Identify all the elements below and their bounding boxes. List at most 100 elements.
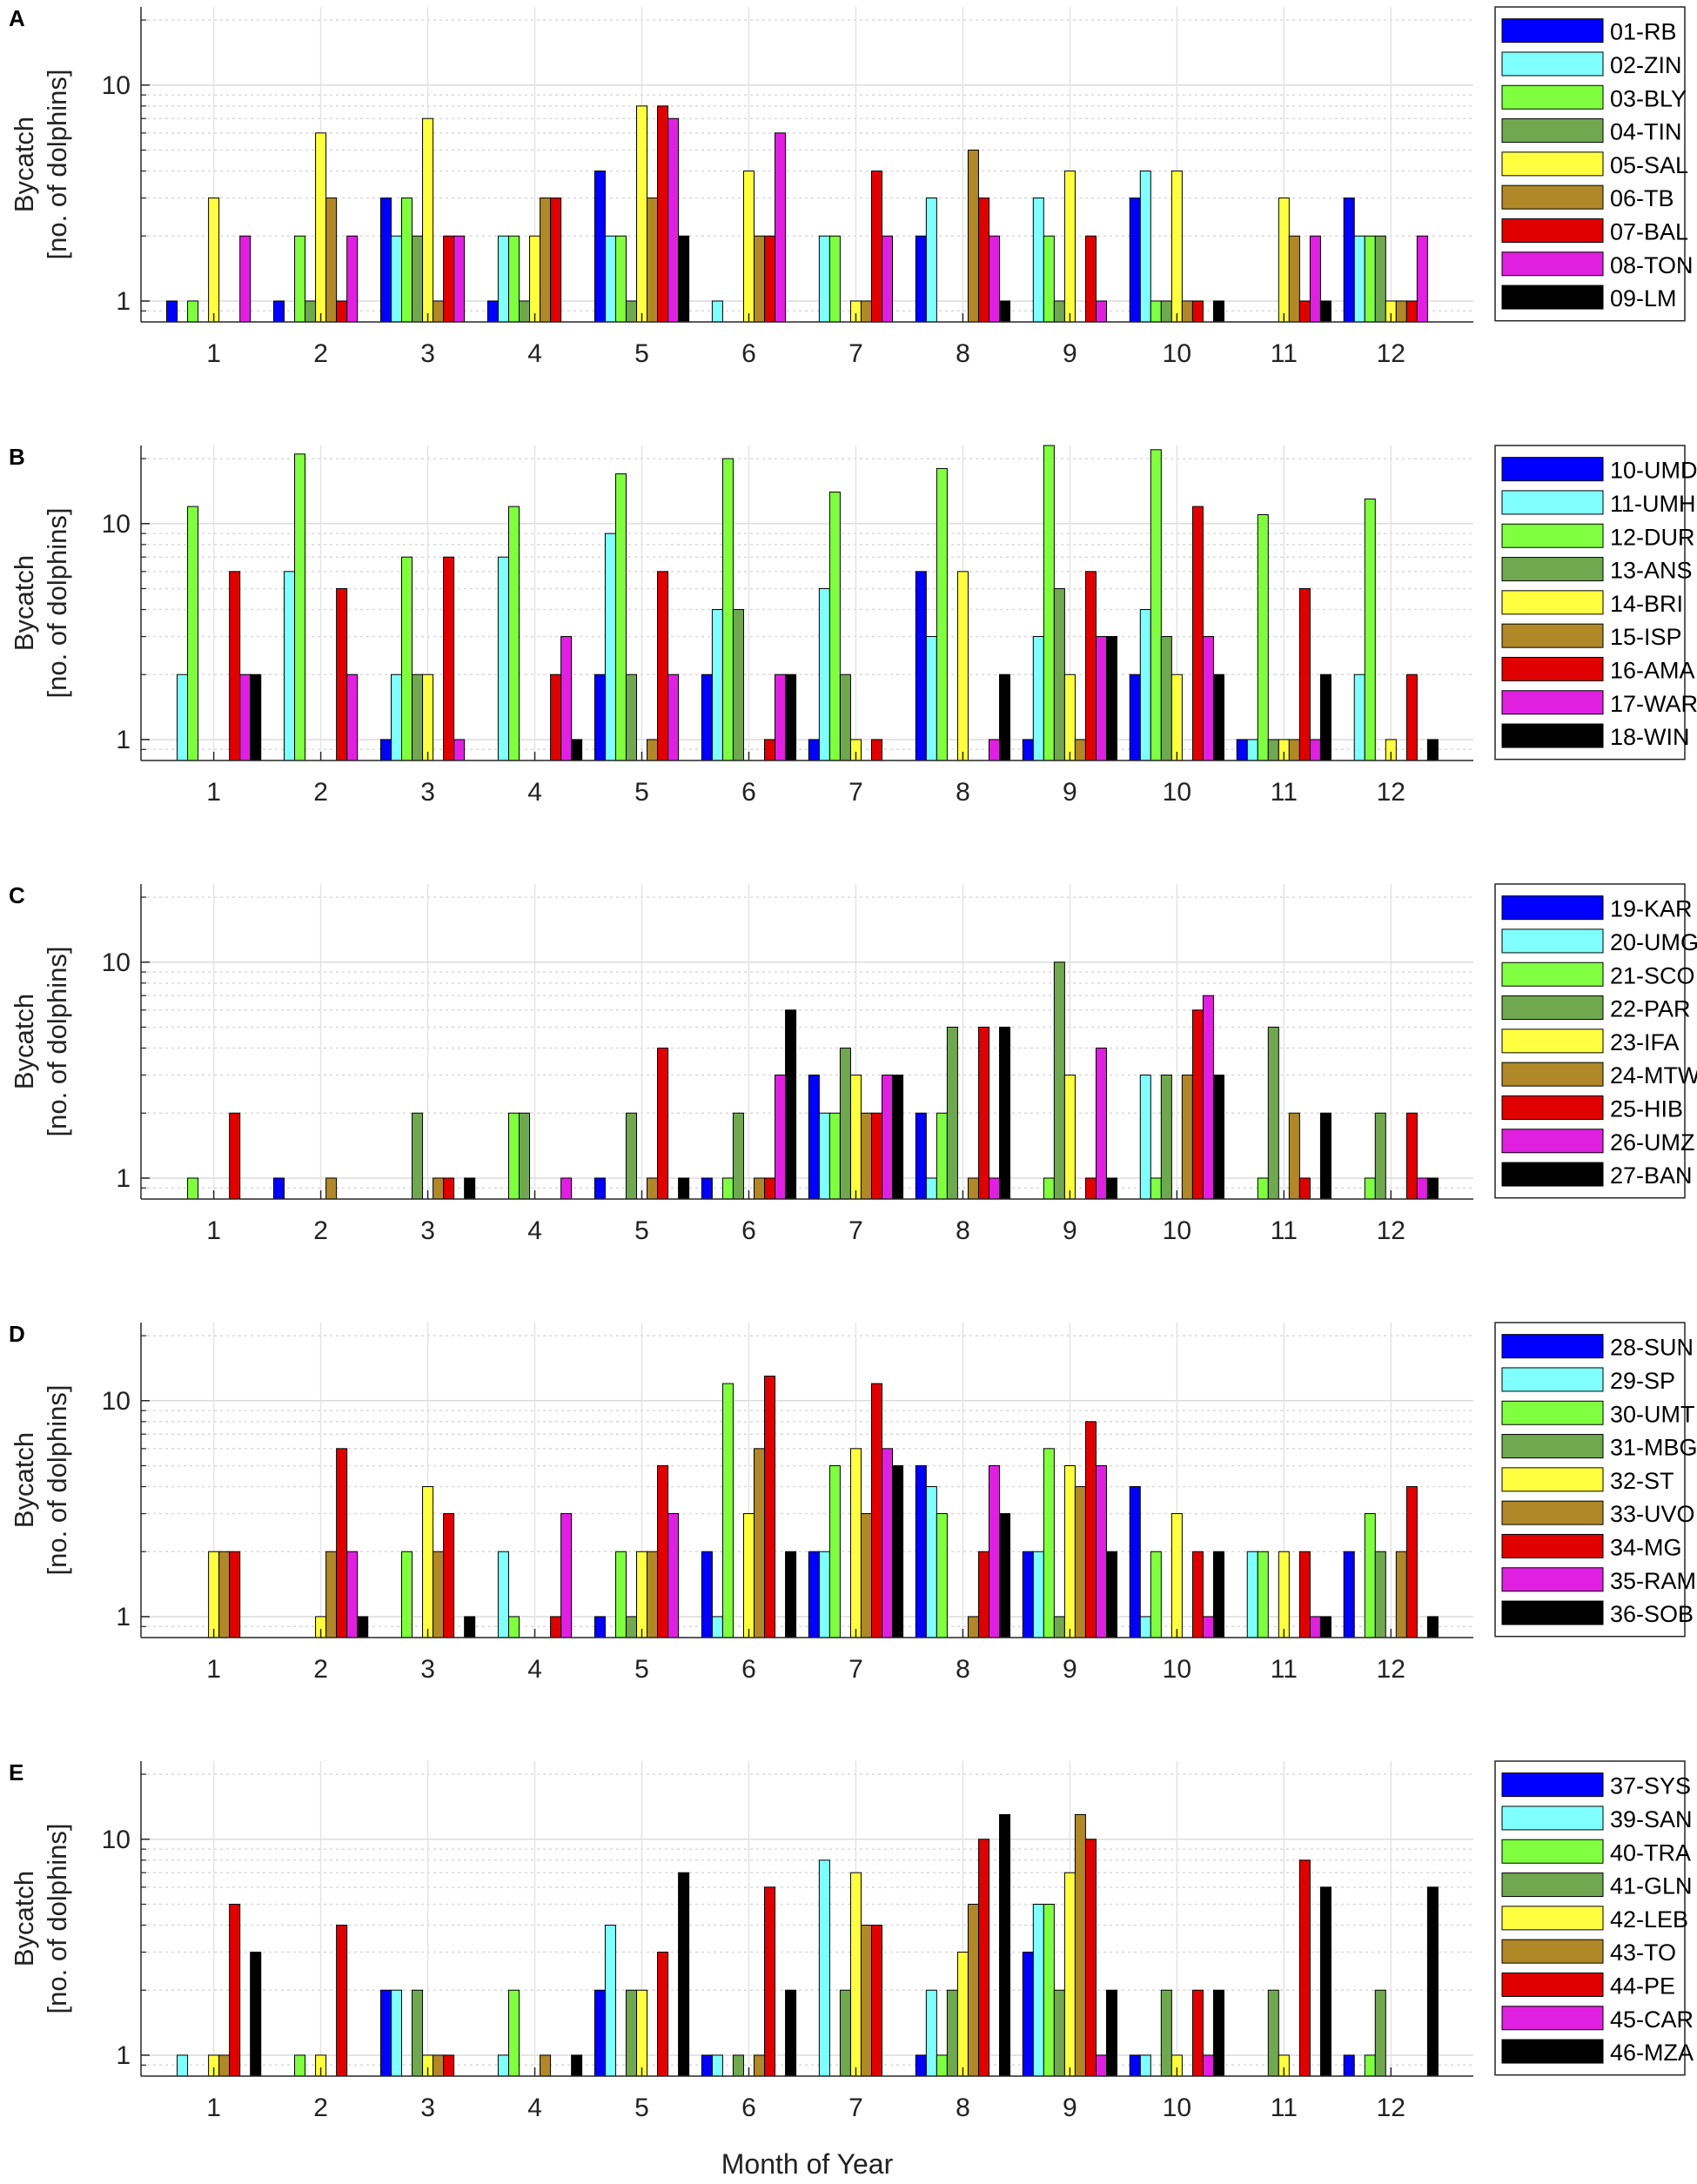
x-tick-label: 7 [848, 1216, 863, 1245]
bar-36-SOB-month-2 [357, 1616, 369, 1638]
legend-swatch [1501, 1600, 1604, 1625]
bar-10-UMD-month-10 [1129, 673, 1141, 761]
bar-28-SUN-month-8 [915, 1464, 927, 1638]
bar-25-HIB-month-8 [977, 1026, 989, 1200]
legend-label: 17-WAR [1610, 691, 1697, 717]
bar-14-BRI-month-3 [422, 673, 434, 761]
y-axis-label-line1: Bycatch [9, 1871, 39, 1966]
legend-swatch [1501, 557, 1604, 582]
bar-33-UVO-month-8 [967, 1616, 979, 1638]
bar-25-HIB-month-3 [443, 1177, 455, 1200]
legend-swatch [1501, 1129, 1604, 1154]
bar-32-ST-month-7 [849, 1448, 862, 1638]
legend-swatch [1501, 690, 1604, 715]
legend-label: 15-ISP [1610, 624, 1682, 650]
bar-19-KAR-month-2 [272, 1177, 285, 1200]
bar-24-MTW-month-2 [325, 1177, 338, 1200]
bar-12-DUR-month-1 [187, 506, 199, 761]
bar-07-BAL-month-4 [550, 198, 562, 323]
x-tick-label: 1 [206, 2094, 221, 2122]
bar-30-UMT-month-11 [1257, 1551, 1269, 1638]
legend-label: 19-KAR [1610, 896, 1693, 922]
bar-22-PAR-month-8 [946, 1026, 958, 1200]
bar-29-SP-month-8 [925, 1486, 937, 1638]
bar-25-HIB-month-6 [764, 1177, 776, 1200]
bar-13-ANS-month-7 [839, 673, 851, 761]
bar-19-KAR-month-6 [701, 1177, 713, 1200]
legend-label: 16-AMA [1610, 657, 1695, 683]
bar-36-SOB-month-7 [892, 1464, 904, 1638]
bar-17-WAR-month-1 [239, 673, 252, 761]
legend-label: 02-ZIN [1610, 52, 1682, 78]
bar-04-TIN-month-9 [1053, 300, 1065, 323]
bar-18-WIN-month-11 [1319, 673, 1331, 761]
bar-18-WIN-month-4 [571, 739, 583, 761]
bar-05-SAL-month-9 [1063, 171, 1076, 323]
plot-area [141, 446, 1473, 760]
bar-34-MG-month-11 [1298, 1551, 1311, 1638]
legend-label: 06-TB [1610, 185, 1674, 211]
bar-11-UMH-month-11 [1246, 739, 1258, 761]
bar-05-SAL-month-5 [635, 105, 648, 323]
bar-04-TIN-month-5 [625, 300, 637, 323]
bar-41-GLN-month-10 [1160, 1989, 1172, 2077]
legend-label: 14-BRI [1610, 591, 1683, 617]
legend-swatch [1501, 184, 1604, 210]
bar-37-SYS-month-6 [701, 2054, 713, 2077]
legend-swatch [1501, 1028, 1604, 1054]
bar-22-PAR-month-12 [1374, 1112, 1386, 1200]
bar-11-UMH-month-5 [604, 533, 616, 761]
bar-27-BAN-month-12 [1426, 1177, 1439, 1200]
y-tick-label: 10 [102, 510, 131, 539]
legend-label: 20-UMG [1610, 929, 1697, 955]
bar-41-GLN-month-11 [1267, 1989, 1279, 2077]
y-axis-label-line2: [no. of dolphins] [42, 508, 72, 699]
bar-06-TB-month-3 [433, 300, 445, 323]
bar-41-GLN-month-7 [839, 1989, 851, 2077]
legend-label: 07-BAL [1610, 218, 1688, 245]
x-tick-label: 9 [1063, 1655, 1077, 1684]
legend-label: 11-UMH [1610, 491, 1696, 517]
bar-44-PE-month-10 [1191, 1989, 1204, 2077]
bar-35-RAM-month-9 [1095, 1464, 1107, 1638]
legend-swatch [1501, 623, 1604, 648]
bar-27-BAN-month-7 [892, 1075, 904, 1200]
bar-08-TON-month-8 [988, 235, 1001, 323]
y-tick-label: 1 [116, 1603, 131, 1631]
bar-30-UMT-month-6 [721, 1383, 734, 1638]
bar-26-UMZ-month-7 [882, 1075, 894, 1200]
bar-20-UMG-month-10 [1139, 1075, 1151, 1200]
legend-swatch [1501, 285, 1604, 310]
bar-33-UVO-month-2 [325, 1551, 338, 1638]
bar-46-MZA-month-1 [250, 1952, 262, 2077]
bar-43-TO-month-4 [540, 2054, 552, 2077]
bar-31-MBG-month-12 [1374, 1551, 1386, 1638]
bar-40-TRA-month-9 [1043, 1903, 1055, 2077]
bar-01-RB-month-12 [1343, 198, 1355, 323]
bar-46-MZA-month-10 [1212, 1989, 1224, 2077]
bar-39-SAN-month-7 [818, 1859, 830, 2077]
legend-swatch [1501, 723, 1604, 748]
legend-label: 08-TON [1610, 252, 1694, 278]
legend: 37-SYS 39-SAN 40-TRA 41-GLN 42-LEB 43-TO 44-PE… [1494, 1760, 1694, 2076]
bar-34-MG-month-5 [657, 1464, 669, 1638]
x-tick-label: 12 [1377, 1655, 1405, 1684]
x-tick-label: 1 [206, 339, 221, 368]
x-tick-label: 11 [1271, 1216, 1298, 1245]
bar-09-LM-month-5 [678, 235, 690, 323]
legend-swatch [1501, 1434, 1604, 1459]
legend-swatch [1501, 1805, 1604, 1831]
bar-34-MG-month-6 [764, 1375, 776, 1638]
bar-07-BAL-month-12 [1405, 300, 1418, 323]
bar-45-CAR-month-9 [1095, 2054, 1107, 2077]
y-tick-label: 10 [102, 1826, 131, 1854]
bar-04-TIN-month-12 [1374, 235, 1386, 323]
bar-40-TRA-month-12 [1364, 2054, 1376, 2077]
legend-swatch [1501, 995, 1604, 1021]
x-tick-label: 7 [848, 2094, 863, 2122]
x-tick-label: 6 [741, 2094, 756, 2122]
bar-14-BRI-month-9 [1063, 673, 1076, 761]
